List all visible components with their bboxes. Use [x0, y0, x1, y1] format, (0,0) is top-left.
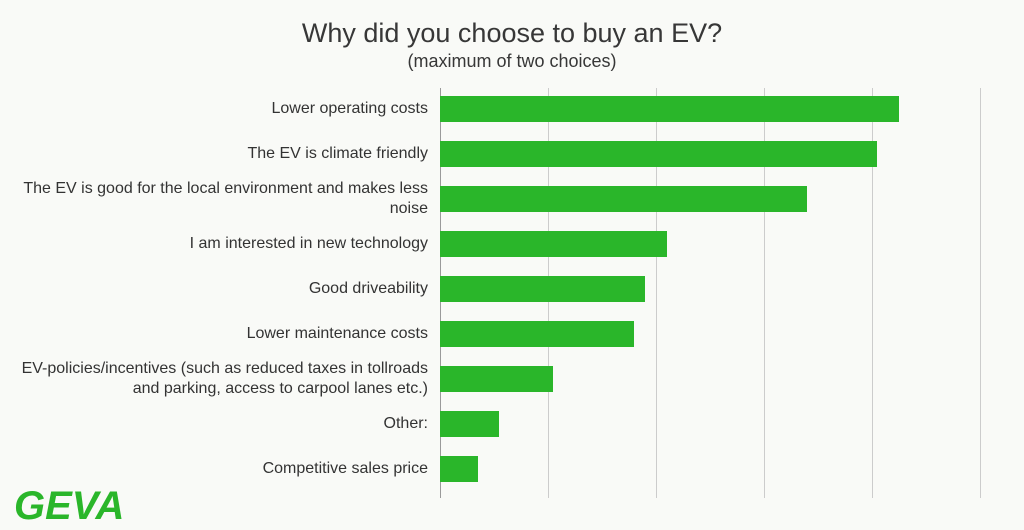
bar: [440, 456, 478, 482]
gridline: [980, 88, 981, 498]
bars-container: Lower operating costsThe EV is climate f…: [440, 88, 980, 498]
geva-logo: GEVA: [14, 488, 124, 524]
category-label: EV-policies/incentives (such as reduced …: [0, 357, 440, 402]
bar: [440, 321, 634, 347]
bar: [440, 411, 499, 437]
chart-area: Lower operating costsThe EV is climate f…: [0, 88, 1024, 498]
category-label: Good driveability: [0, 267, 440, 312]
category-label: Lower operating costs: [0, 87, 440, 132]
plot-region: Lower operating costsThe EV is climate f…: [440, 88, 980, 498]
bar: [440, 366, 553, 392]
bar: [440, 231, 667, 257]
bar: [440, 141, 877, 167]
category-label: The EV is climate friendly: [0, 132, 440, 177]
category-label: The EV is good for the local environment…: [0, 177, 440, 222]
category-label: Other:: [0, 402, 440, 447]
category-label: I am interested in new technology: [0, 222, 440, 267]
bar: [440, 276, 645, 302]
category-label: Lower maintenance costs: [0, 312, 440, 357]
bar: [440, 96, 899, 122]
bar: [440, 186, 807, 212]
title-block: Why did you choose to buy an EV? (maximu…: [0, 0, 1024, 72]
chart-subtitle: (maximum of two choices): [0, 51, 1024, 72]
chart-title: Why did you choose to buy an EV?: [0, 18, 1024, 49]
